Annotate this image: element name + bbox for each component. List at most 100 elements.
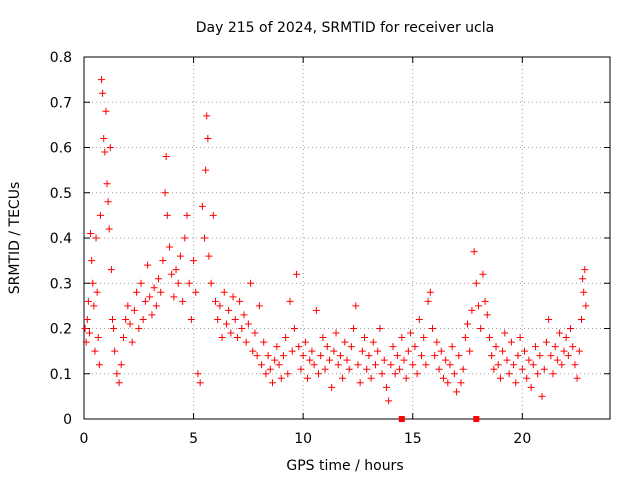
data-point [444, 379, 452, 387]
data-point [170, 293, 178, 301]
data-point [222, 320, 230, 328]
data-point [457, 379, 465, 387]
data-point [507, 338, 515, 346]
data-point [468, 306, 476, 314]
data-point [308, 347, 316, 355]
data-point [376, 325, 384, 332]
data-point [367, 374, 375, 382]
data-point [87, 229, 95, 237]
data-point [415, 315, 423, 323]
data-point [293, 270, 301, 278]
data-point [448, 343, 456, 351]
data-point [205, 252, 213, 260]
data-point [558, 361, 566, 369]
data-point [481, 297, 489, 305]
data-point [453, 388, 461, 396]
y-tick-label: 0.7 [50, 95, 72, 111]
data-point [249, 347, 257, 355]
data-point [117, 361, 125, 369]
data-point [389, 343, 397, 351]
axis-ticks: 0 0.1 0.2 0.3 0.4 0.5 0.6 0.7 0.8 0 5 10 15 20 [50, 50, 610, 447]
y-tick-label: 0.3 [50, 276, 72, 292]
data-point [573, 374, 581, 382]
data-point [529, 361, 537, 369]
data-point [148, 311, 156, 319]
data-point [424, 297, 432, 305]
data-point [343, 356, 351, 364]
data-point [203, 112, 211, 120]
data-point [578, 315, 586, 323]
data-point [255, 302, 263, 310]
data-point [492, 343, 500, 351]
data-point [461, 334, 469, 342]
data-point [236, 297, 244, 305]
data-point [284, 370, 292, 378]
data-point [347, 343, 355, 351]
data-point [496, 374, 504, 382]
data-point [106, 144, 114, 151]
y-tick-label: 0.4 [50, 231, 72, 247]
data-point [104, 198, 112, 206]
data-point [382, 383, 390, 391]
data-point [475, 302, 482, 310]
data-point [83, 315, 91, 323]
chart-title: Day 215 of 2024, SRMTID for receiver ucl… [196, 20, 494, 36]
data-point [190, 257, 198, 265]
data-point [275, 361, 283, 369]
data-point [157, 288, 165, 296]
data-point [273, 343, 281, 351]
data-point [553, 356, 561, 364]
data-point [538, 392, 546, 400]
data-point [187, 315, 195, 323]
data-point [575, 347, 583, 355]
data-point [336, 352, 344, 360]
x-tick-label: 15 [404, 431, 422, 447]
data-point [238, 325, 246, 332]
data-point [260, 338, 268, 346]
data-point [277, 374, 285, 382]
data-point [354, 361, 362, 369]
data-point [510, 361, 518, 369]
data-point [207, 279, 215, 287]
data-point [325, 356, 333, 364]
data-point [194, 370, 202, 378]
data-point [503, 356, 511, 364]
data-point [437, 347, 445, 355]
data-point-square [473, 416, 480, 422]
data-point [334, 361, 342, 369]
data-point [551, 343, 559, 351]
data-point [531, 343, 539, 351]
data-point [582, 302, 590, 310]
data-point [525, 356, 533, 364]
data-point [350, 325, 358, 332]
data-point [319, 334, 327, 342]
data-point [271, 356, 279, 364]
data-point [198, 202, 206, 210]
data-point [501, 329, 509, 337]
data-point [135, 325, 143, 332]
data-point [330, 347, 338, 355]
y-axis-label: SRMTID / TECUs [7, 182, 23, 295]
data-point [185, 279, 193, 287]
data-point [229, 293, 237, 301]
data-point [439, 374, 447, 382]
data-points [81, 76, 590, 422]
data-point [418, 352, 426, 360]
data-point [93, 288, 101, 296]
data-point [534, 370, 542, 378]
data-point [96, 211, 104, 219]
data-point [304, 374, 312, 382]
y-tick-label: 0.8 [50, 50, 72, 66]
data-point [433, 338, 441, 346]
data-point [464, 320, 472, 328]
data-point [102, 107, 110, 115]
data-point [459, 365, 467, 373]
data-point [442, 356, 450, 364]
data-point [378, 370, 386, 378]
data-point [85, 329, 93, 337]
data-point [569, 343, 577, 351]
data-point [315, 370, 323, 378]
data-point [247, 279, 255, 287]
data-point [404, 347, 412, 355]
data-point [155, 275, 163, 283]
